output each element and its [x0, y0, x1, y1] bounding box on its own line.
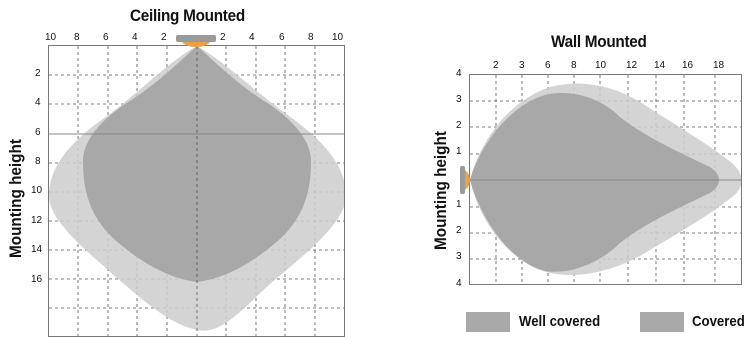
wall-y-tick: 2 — [456, 120, 462, 131]
wall-coverage-plot — [469, 74, 742, 285]
legend-covered-label: Covered — [692, 313, 745, 330]
wall-sensor-lens — [465, 170, 470, 190]
ceiling-plot-svg — [49, 46, 344, 336]
ceiling-y-tick: 10 — [31, 185, 43, 196]
wall-y-tick: 1 — [456, 199, 462, 210]
wall-x-tick: 2 — [493, 60, 499, 71]
wall-x-tick: 16 — [682, 60, 694, 71]
ceiling-x-tick: 2 — [161, 32, 167, 43]
ceiling-y-tick: 14 — [31, 244, 43, 255]
ceiling-sensor-icon — [176, 34, 216, 47]
ceiling-x-tick: 10 — [45, 32, 57, 43]
ceiling-sensor-lens — [182, 42, 210, 47]
legend-well-covered-label: Well covered — [519, 313, 601, 330]
ceiling-x-tick: 8 — [308, 32, 314, 43]
legend-covered-swatch — [640, 312, 684, 332]
wall-title: Wall Mounted — [551, 32, 647, 51]
wall-y-tick: 4 — [456, 68, 462, 79]
wall-x-tick: 8 — [571, 60, 577, 71]
ceiling-well-covered-zone — [83, 46, 311, 282]
ceiling-x-tick: 4 — [249, 32, 255, 43]
ceiling-x-tick: 8 — [74, 32, 80, 43]
wall-y-tick: 3 — [456, 251, 462, 262]
wall-y-tick: 2 — [456, 225, 462, 236]
wall-x-tick: 14 — [654, 60, 666, 71]
wall-sensor-icon — [460, 166, 470, 194]
ceiling-y-tick: 2 — [35, 68, 41, 79]
wall-x-tick: 10 — [595, 60, 607, 71]
wall-plot-svg — [470, 75, 741, 284]
wall-y-tick: 1 — [456, 146, 462, 157]
wall-y-tick: 3 — [456, 94, 462, 105]
wall-x-tick: 3 — [519, 60, 525, 71]
ceiling-coverage-plot — [48, 45, 345, 337]
wall-y-tick: 4 — [456, 278, 462, 289]
ceiling-y-tick: 4 — [35, 97, 41, 108]
ceiling-x-tick: 6 — [279, 32, 285, 43]
wall-x-tick: 18 — [713, 60, 725, 71]
ceiling-y-tick: 12 — [31, 215, 43, 226]
ceiling-y-axis-label: Mounting height — [6, 139, 25, 258]
wall-x-tick: 6 — [545, 60, 551, 71]
wall-y-axis-label: Mounting height — [431, 131, 450, 250]
ceiling-x-tick: 10 — [332, 32, 344, 43]
wall-x-tick: 12 — [626, 60, 638, 71]
ceiling-x-tick: 2 — [220, 32, 226, 43]
ceiling-x-tick: 6 — [103, 32, 109, 43]
legend-well-covered-swatch — [466, 312, 510, 332]
ceiling-title: Ceiling Mounted — [130, 6, 245, 25]
wall-well-covered-zone — [470, 93, 719, 272]
ceiling-x-tick: 4 — [132, 32, 138, 43]
ceiling-y-tick: 16 — [31, 274, 43, 285]
ceiling-y-tick: 8 — [35, 156, 41, 167]
ceiling-y-tick: 6 — [35, 127, 41, 138]
